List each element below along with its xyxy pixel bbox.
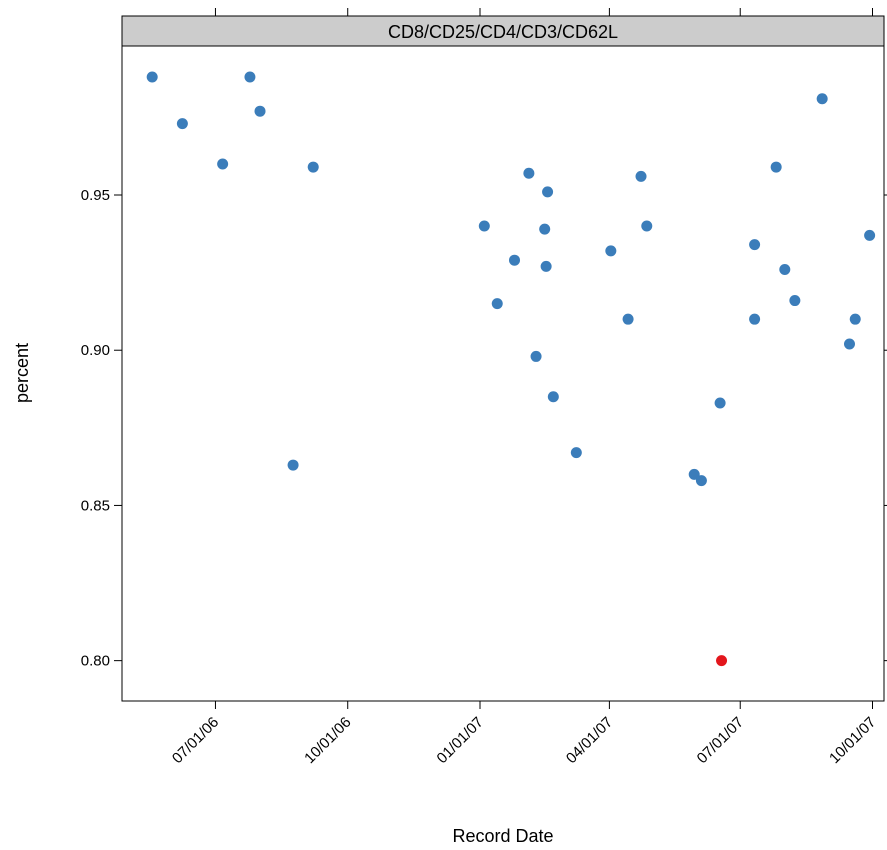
- x-tick-label: 10/01/06: [301, 714, 354, 767]
- data-point: [570, 447, 582, 459]
- data-point: [864, 229, 876, 241]
- data-point: [176, 118, 188, 130]
- y-tick-label: 0.80: [81, 653, 110, 670]
- data-point: [307, 161, 319, 173]
- data-point: [605, 245, 617, 257]
- data-point: [509, 254, 521, 266]
- data-point: [695, 475, 707, 487]
- y-tick-label: 0.90: [81, 342, 110, 359]
- panel-title: CD8/CD25/CD4/CD3/CD62L: [388, 22, 618, 42]
- data-point: [770, 161, 782, 173]
- data-point-highlighted: [716, 655, 728, 667]
- panel-strip: [121, 15, 885, 47]
- data-point: [789, 295, 801, 307]
- data-point: [547, 391, 559, 403]
- y-tick-label: 0.85: [81, 497, 110, 514]
- plot-panel: [121, 45, 885, 702]
- data-point: [749, 239, 761, 251]
- data-point: [849, 313, 861, 325]
- data-point: [622, 313, 634, 325]
- data-point: [530, 350, 542, 362]
- data-point: [540, 260, 552, 272]
- data-point: [254, 105, 266, 117]
- axis-ticks: 07/01/06 10/01/06 01/01/07 04/01/07 07/01/07…: [81, 8, 887, 767]
- x-tick-label: 07/01/06: [169, 714, 222, 767]
- data-point: [714, 397, 726, 409]
- data-point: [688, 468, 700, 480]
- data-point: [244, 71, 256, 83]
- data-point: [749, 313, 761, 325]
- data-point: [523, 167, 535, 179]
- x-tick-label: 10/01/07: [826, 714, 879, 767]
- x-tick-label: 07/01/07: [694, 714, 747, 767]
- y-axis-title: percent: [12, 343, 32, 403]
- data-point: [217, 158, 229, 170]
- data-point: [641, 220, 653, 232]
- x-axis-title: Record Date: [452, 826, 553, 846]
- x-tick-label: 01/01/07: [434, 714, 487, 767]
- data-point: [491, 298, 503, 310]
- data-point: [478, 220, 490, 232]
- data-points: [146, 71, 876, 667]
- data-point: [287, 459, 299, 471]
- data-point: [635, 170, 647, 182]
- data-point: [146, 71, 158, 83]
- data-point: [779, 264, 791, 276]
- data-point: [542, 186, 554, 198]
- data-point: [843, 338, 855, 350]
- data-point: [816, 93, 828, 105]
- data-point: [539, 223, 551, 235]
- x-tick-label: 04/01/07: [563, 714, 616, 767]
- y-tick-label: 0.95: [81, 187, 110, 204]
